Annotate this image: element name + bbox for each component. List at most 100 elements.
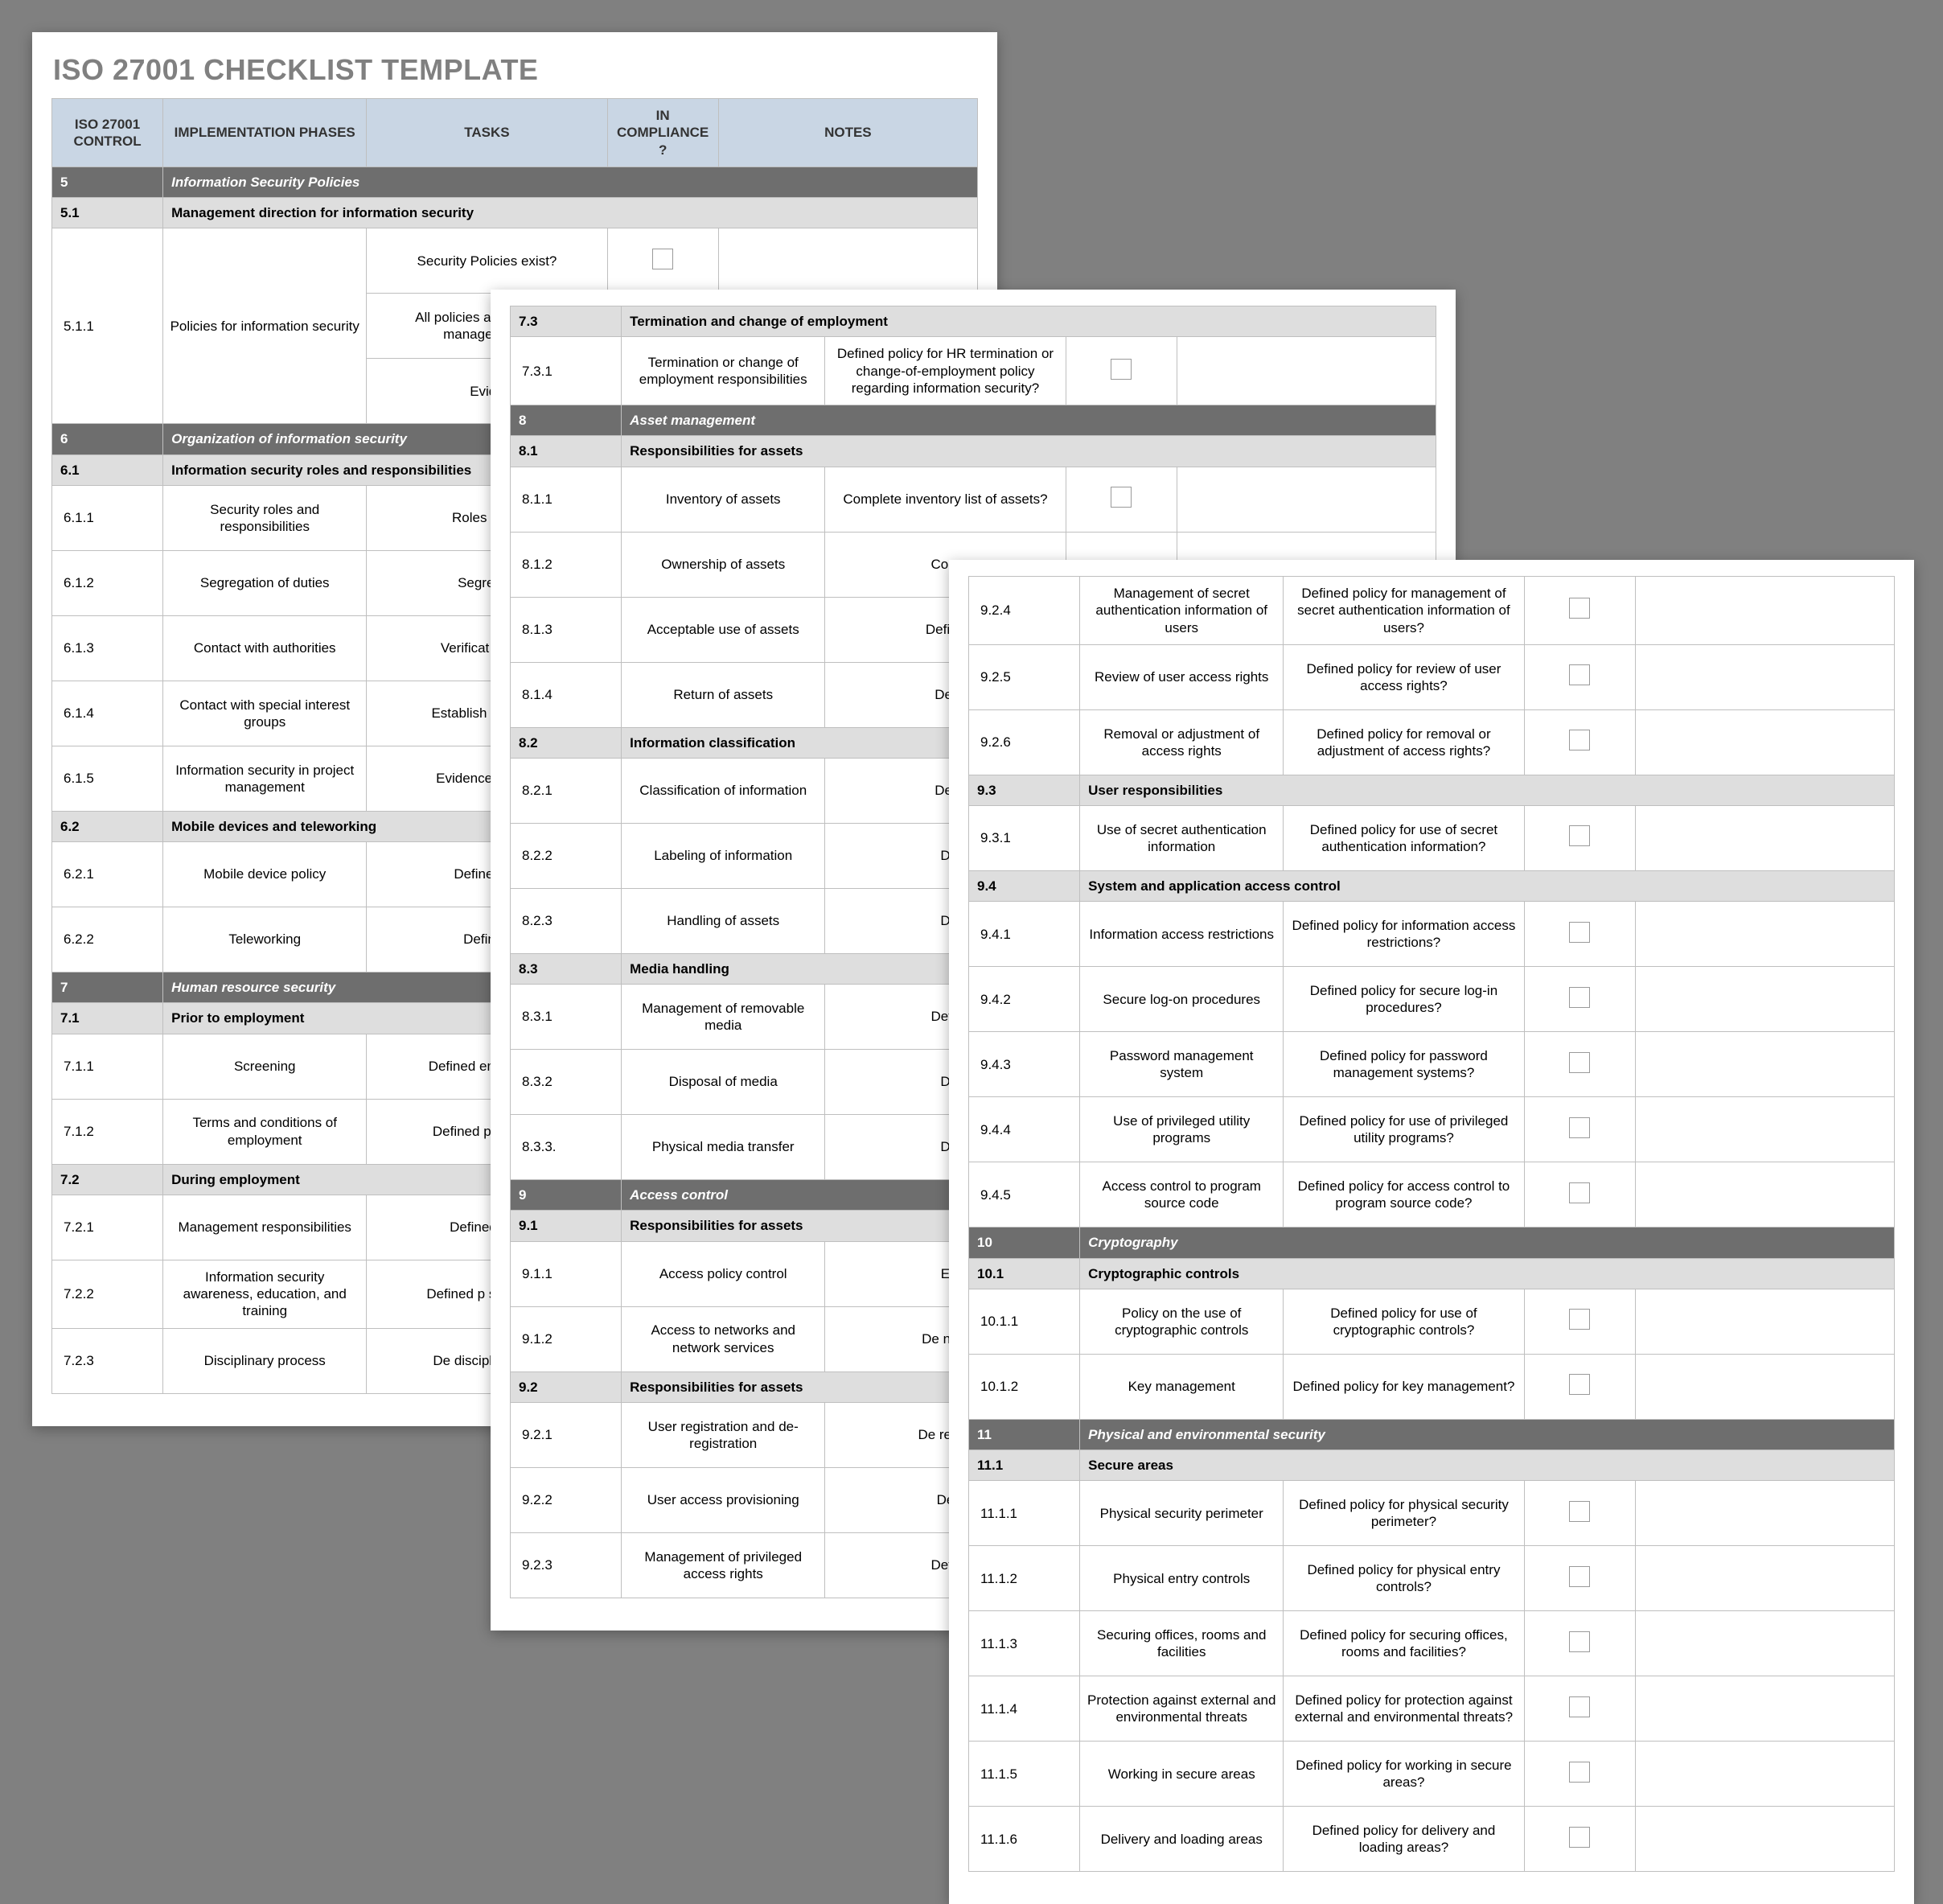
item-row: 9.3.1Use of secret authentication inform… — [969, 806, 1895, 871]
item-notes — [1635, 1807, 1894, 1872]
item-task: Defined policy for HR termination or cha… — [825, 337, 1066, 405]
item-phase: Securing offices, rooms and facilities — [1080, 1611, 1284, 1676]
section-row: 11Physical and environmental security — [969, 1419, 1895, 1450]
item-phase: Terms and conditions of employment — [163, 1099, 367, 1164]
subsection-row: 8.1Responsibilities for assets — [511, 436, 1436, 467]
item-compliance-cell — [1524, 1481, 1635, 1546]
item-id: 11.1.1 — [969, 1481, 1080, 1546]
item-task: Complete inventory list of assets? — [825, 467, 1066, 532]
item-row: 9.2.5Review of user access rightsDefined… — [969, 644, 1895, 709]
checkbox[interactable] — [1569, 730, 1590, 750]
checkbox[interactable] — [1569, 1374, 1590, 1395]
item-phase: Policies for information security — [163, 228, 367, 424]
item-task: Defined policy for physical entry contro… — [1284, 1546, 1524, 1611]
item-row: 8.1.1Inventory of assetsComplete invento… — [511, 467, 1436, 532]
item-id: 6.2.1 — [52, 842, 163, 907]
item-id: 8.1.1 — [511, 467, 622, 532]
item-id: 9.2.3 — [511, 1532, 622, 1598]
item-compliance-cell — [1524, 577, 1635, 645]
th-compliance: IN COMPLIANCE? — [607, 99, 718, 167]
item-phase: Classification of information — [622, 758, 825, 823]
item-id: 9.1.1 — [511, 1241, 622, 1306]
checkbox[interactable] — [1569, 1827, 1590, 1848]
checkbox[interactable] — [1569, 1501, 1590, 1522]
item-compliance-cell — [1524, 806, 1635, 871]
item-task: Defined policy for use of cryptographic … — [1284, 1289, 1524, 1354]
item-phase: Removal or adjustment of access rights — [1080, 709, 1284, 775]
item-task: Defined policy for protection against ex… — [1284, 1676, 1524, 1742]
item-task: Defined policy for physical security per… — [1284, 1481, 1524, 1546]
subsection-id: 8.3 — [511, 953, 622, 984]
subsection-label: Management direction for information sec… — [163, 198, 978, 228]
checkbox[interactable] — [1569, 987, 1590, 1008]
checkbox[interactable] — [1569, 1566, 1590, 1587]
item-phase: Working in secure areas — [1080, 1742, 1284, 1807]
checkbox[interactable] — [1569, 664, 1590, 685]
checkbox[interactable] — [1111, 487, 1132, 508]
item-task: Security Policies exist? — [367, 228, 607, 294]
subsection-label: Termination and change of employment — [622, 306, 1436, 337]
item-task: Defined policy for secure log-in procedu… — [1284, 967, 1524, 1032]
item-notes — [1635, 1097, 1894, 1162]
item-id: 7.2.3 — [52, 1328, 163, 1393]
checkbox[interactable] — [1569, 1309, 1590, 1330]
subsection-id: 9.2 — [511, 1371, 622, 1402]
table-header-row: ISO 27001 CONTROL IMPLEMENTATION PHASES … — [52, 99, 978, 167]
item-compliance-cell — [1524, 644, 1635, 709]
section-label: Physical and environmental security — [1080, 1419, 1895, 1450]
section-label: Cryptography — [1080, 1228, 1895, 1258]
checkbox[interactable] — [1569, 1182, 1590, 1203]
item-id: 8.2.1 — [511, 758, 622, 823]
item-notes — [1635, 1162, 1894, 1228]
item-notes — [1635, 644, 1894, 709]
subsection-label: Responsibilities for assets — [622, 436, 1436, 467]
document-title: ISO 27001 CHECKLIST TEMPLATE — [53, 53, 978, 87]
subsection-id: 7.1 — [52, 1003, 163, 1034]
item-notes — [1635, 1546, 1894, 1611]
item-id: 6.1.2 — [52, 550, 163, 615]
subsection-row: 7.3Termination and change of employment — [511, 306, 1436, 337]
item-id: 6.1.5 — [52, 746, 163, 811]
checkbox[interactable] — [652, 249, 673, 269]
checkbox[interactable] — [1569, 1052, 1590, 1073]
item-task: Defined policy for use of secret authent… — [1284, 806, 1524, 871]
checkbox[interactable] — [1569, 922, 1590, 943]
subsection-id: 7.3 — [511, 306, 622, 337]
checkbox[interactable] — [1569, 1696, 1590, 1717]
checkbox[interactable] — [1569, 825, 1590, 846]
section-row: 5Information Security Policies — [52, 167, 978, 197]
item-phase: Information security in project manageme… — [163, 746, 367, 811]
item-id: 8.3.1 — [511, 985, 622, 1050]
item-task: Defined policy for securing offices, roo… — [1284, 1611, 1524, 1676]
item-phase: Labeling of information — [622, 823, 825, 888]
item-id: 9.4.4 — [969, 1097, 1080, 1162]
item-notes — [1635, 577, 1894, 645]
item-task: Defined policy for access control to pro… — [1284, 1162, 1524, 1228]
checkbox[interactable] — [1569, 598, 1590, 619]
item-phase: Use of privileged utility programs — [1080, 1097, 1284, 1162]
item-id: 10.1.2 — [969, 1354, 1080, 1419]
page-3: 9.2.4Management of secret authentication… — [949, 560, 1914, 1904]
item-id: 6.1.1 — [52, 485, 163, 550]
item-compliance-cell — [1524, 967, 1635, 1032]
checkbox[interactable] — [1111, 359, 1132, 380]
item-row: 9.4.1Information access restrictionsDefi… — [969, 902, 1895, 967]
checkbox[interactable] — [1569, 1631, 1590, 1652]
subsection-id: 5.1 — [52, 198, 163, 228]
item-id: 10.1.1 — [969, 1289, 1080, 1354]
checkbox[interactable] — [1569, 1762, 1590, 1783]
item-notes — [1635, 709, 1894, 775]
item-row: 9.4.3Password management systemDefined p… — [969, 1032, 1895, 1097]
item-phase: Delivery and loading areas — [1080, 1807, 1284, 1872]
subsection-label: User responsibilities — [1080, 775, 1895, 805]
item-phase: Management of privileged access rights — [622, 1532, 825, 1598]
item-phase: Policy on the use of cryptographic contr… — [1080, 1289, 1284, 1354]
section-label: Asset management — [622, 405, 1436, 436]
subsection-label: Secure areas — [1080, 1450, 1895, 1481]
item-id: 9.2.1 — [511, 1402, 622, 1467]
checkbox[interactable] — [1569, 1117, 1590, 1138]
item-compliance-cell — [1524, 902, 1635, 967]
item-id: 6.1.4 — [52, 681, 163, 746]
item-id: 8.2.3 — [511, 888, 622, 953]
item-id: 8.3.3. — [511, 1115, 622, 1180]
